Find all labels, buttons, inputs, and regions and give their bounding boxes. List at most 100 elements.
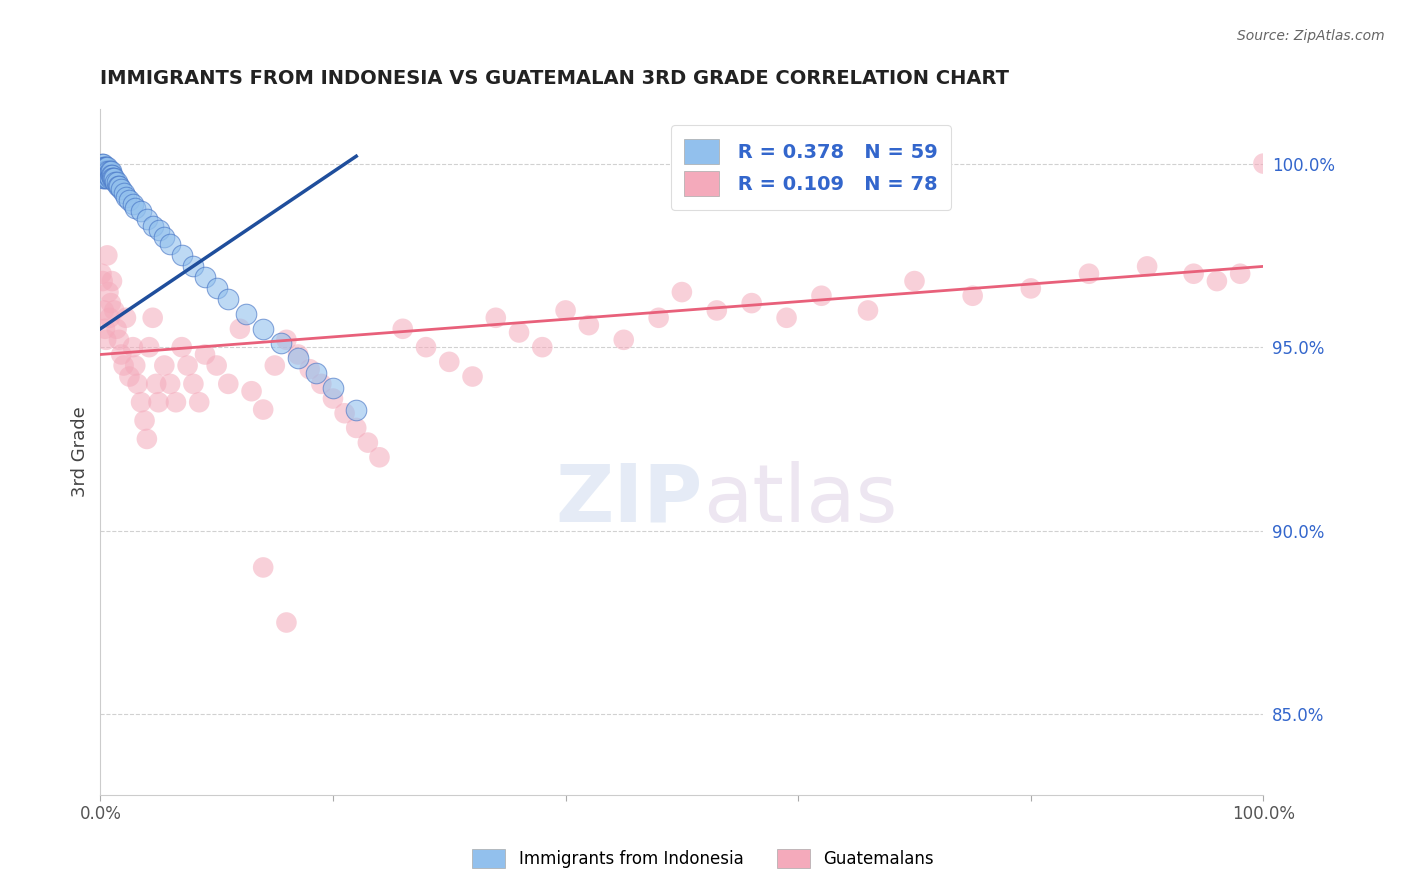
Point — [112, 186, 135, 200]
Point — [217, 293, 239, 307]
Point — [97, 285, 120, 299]
Point — [101, 168, 124, 182]
Point — [108, 333, 131, 347]
Point — [183, 376, 205, 391]
Text: ZIP: ZIP — [555, 460, 703, 539]
Point — [344, 402, 367, 417]
Point — [287, 347, 309, 361]
Point — [415, 340, 437, 354]
Point — [333, 406, 356, 420]
Point — [94, 164, 117, 178]
Point — [90, 156, 112, 170]
Point — [194, 347, 217, 361]
Point — [1206, 274, 1229, 288]
Point — [100, 296, 122, 310]
Point — [183, 260, 205, 274]
Point — [134, 414, 156, 428]
Point — [98, 164, 121, 178]
Point — [127, 376, 149, 391]
Point — [217, 376, 239, 391]
Point — [118, 194, 141, 208]
Y-axis label: 3rd Grade: 3rd Grade — [72, 407, 89, 497]
Legend:  R = 0.378   N = 59,  R = 0.109   N = 78: R = 0.378 N = 59, R = 0.109 N = 78 — [671, 125, 952, 211]
Point — [135, 432, 157, 446]
Point — [91, 168, 114, 182]
Point — [159, 376, 181, 391]
Point — [97, 168, 120, 182]
Point — [103, 171, 125, 186]
Point — [90, 168, 112, 182]
Point — [647, 310, 669, 325]
Point — [148, 395, 170, 409]
Point — [856, 303, 879, 318]
Point — [124, 201, 146, 215]
Point — [1136, 260, 1159, 274]
Point — [96, 161, 118, 175]
Point — [159, 237, 181, 252]
Point — [205, 359, 228, 373]
Point — [96, 171, 118, 186]
Point — [98, 310, 121, 325]
Point — [252, 322, 274, 336]
Legend: Immigrants from Indonesia, Guatemalans: Immigrants from Indonesia, Guatemalans — [464, 840, 942, 877]
Point — [142, 310, 165, 325]
Point — [391, 322, 413, 336]
Point — [98, 171, 121, 186]
Point — [322, 380, 344, 394]
Point — [138, 340, 160, 354]
Point — [613, 333, 636, 347]
Point — [531, 340, 554, 354]
Point — [148, 222, 170, 236]
Point — [508, 326, 530, 340]
Point — [170, 248, 193, 262]
Point — [229, 322, 252, 336]
Point — [322, 392, 344, 406]
Point — [304, 366, 326, 380]
Point — [96, 171, 118, 186]
Point — [96, 248, 118, 262]
Point — [96, 164, 118, 178]
Point — [903, 274, 925, 288]
Point — [94, 161, 117, 175]
Point — [153, 230, 176, 244]
Point — [110, 182, 132, 196]
Point — [235, 307, 257, 321]
Point — [93, 303, 115, 318]
Point — [344, 421, 367, 435]
Point — [115, 310, 138, 325]
Point — [810, 289, 832, 303]
Point — [129, 395, 152, 409]
Point — [270, 336, 292, 351]
Point — [107, 178, 129, 193]
Point — [357, 435, 380, 450]
Point — [96, 333, 118, 347]
Point — [962, 289, 984, 303]
Point — [90, 164, 112, 178]
Point — [96, 168, 118, 182]
Point — [1078, 267, 1101, 281]
Point — [104, 175, 127, 189]
Point — [122, 197, 145, 211]
Point — [298, 362, 321, 376]
Point — [311, 376, 333, 391]
Point — [93, 164, 115, 178]
Point — [91, 171, 114, 186]
Point — [90, 267, 112, 281]
Point — [100, 168, 122, 182]
Text: Source: ZipAtlas.com: Source: ZipAtlas.com — [1237, 29, 1385, 43]
Point — [276, 615, 298, 630]
Point — [93, 161, 115, 175]
Point — [100, 164, 122, 178]
Point — [105, 322, 128, 336]
Point — [194, 270, 217, 285]
Point — [91, 274, 114, 288]
Text: IMMIGRANTS FROM INDONESIA VS GUATEMALAN 3RD GRADE CORRELATION CHART: IMMIGRANTS FROM INDONESIA VS GUATEMALAN … — [100, 69, 1010, 87]
Point — [554, 303, 576, 318]
Point — [91, 164, 114, 178]
Point — [91, 161, 114, 175]
Point — [135, 211, 157, 226]
Point — [91, 156, 114, 170]
Point — [105, 175, 128, 189]
Point — [108, 178, 131, 193]
Point — [97, 164, 120, 178]
